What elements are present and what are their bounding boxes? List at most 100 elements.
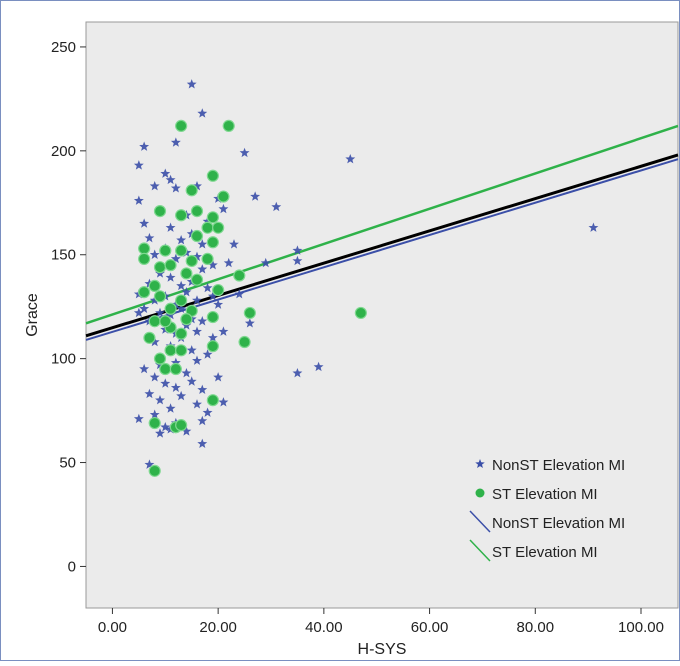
st-point	[175, 327, 188, 340]
nonst-point	[197, 384, 208, 395]
legend-item: NonST Elevation MI	[475, 457, 625, 474]
nonst-point	[149, 249, 160, 259]
nonst-point	[155, 428, 165, 438]
st-point	[169, 362, 182, 376]
nonst-point	[149, 372, 160, 382]
nonst-point	[149, 409, 160, 419]
st-point	[185, 254, 198, 268]
st-point	[148, 464, 161, 477]
nonst-point	[213, 372, 224, 382]
nonst-point	[186, 376, 197, 386]
legend-star-marker	[475, 459, 485, 469]
legend-item: ST Elevation MI	[475, 486, 598, 503]
legend-item: NonST Elevation MI	[469, 510, 625, 533]
legend: NonST Elevation MI ST Elevation MI NonST E…	[469, 457, 625, 562]
st-point	[201, 221, 214, 234]
nonst-point	[170, 137, 181, 147]
nonst-point	[160, 168, 171, 178]
nonst-point	[223, 257, 234, 268]
y-tick-label: 150	[51, 247, 76, 264]
st-point	[164, 259, 177, 272]
y-tick-label: 50	[59, 455, 76, 472]
nonst-point	[244, 318, 255, 328]
nonst-point	[181, 426, 192, 436]
nonst-point	[345, 153, 356, 164]
st-point	[238, 335, 251, 349]
nonst-point	[197, 108, 208, 118]
nonst-point	[165, 403, 176, 413]
nonst-point	[229, 239, 239, 249]
st-point	[206, 236, 219, 249]
nonst-point	[170, 382, 181, 392]
nonst-point	[271, 201, 282, 212]
nonst-point	[144, 388, 155, 399]
nonst-point	[139, 218, 150, 228]
nonst-point	[192, 326, 202, 336]
nonst-point	[133, 195, 144, 205]
nonst-point	[239, 147, 250, 158]
st-point	[175, 119, 188, 133]
st-point	[159, 362, 172, 376]
nonst-point	[144, 232, 155, 243]
nonst-point	[250, 191, 261, 201]
x-tick-label: 20.00	[199, 619, 237, 636]
st-point	[212, 283, 225, 297]
nonst-point	[165, 222, 176, 232]
nonst-point	[144, 459, 155, 469]
nonst-point	[186, 345, 197, 355]
st-point	[243, 306, 256, 320]
st-point	[175, 419, 188, 432]
st-point	[206, 310, 219, 324]
st-point	[180, 313, 193, 326]
nonst-point	[133, 160, 144, 170]
st-point	[148, 416, 161, 430]
nonst-point	[192, 295, 202, 305]
st-point	[180, 267, 193, 280]
nonst-point	[192, 399, 202, 409]
nonst-point	[192, 180, 202, 191]
st-point	[201, 252, 214, 265]
data-points	[133, 79, 599, 477]
legend-line-marker	[469, 539, 491, 562]
nonst-point	[160, 422, 171, 432]
nonst-point	[165, 272, 176, 282]
nonst-point	[202, 216, 213, 226]
legend-item: ST Elevation MI	[469, 539, 598, 562]
st-point	[164, 344, 177, 357]
st-point	[354, 306, 367, 320]
y-tick-label: 200	[51, 143, 76, 160]
nonst-point	[313, 361, 324, 372]
nonst-point	[192, 251, 202, 262]
legend-label: NonST Elevation MI	[492, 457, 625, 474]
y-tick-label: 250	[51, 39, 76, 56]
nonst-point	[202, 282, 213, 293]
st-point	[217, 190, 230, 203]
nonst-point	[139, 141, 150, 151]
st-point	[153, 352, 167, 365]
x-tick-label: 80.00	[517, 619, 555, 636]
nonst-point	[197, 415, 208, 426]
nonst-point	[292, 245, 303, 255]
nonst-point	[160, 378, 171, 388]
nonst-point	[181, 367, 192, 378]
st-point	[175, 294, 188, 307]
fit-line-nonst	[85, 158, 679, 341]
x-axis-title: H-SYS	[358, 641, 407, 658]
st-point	[159, 315, 172, 328]
st-point	[164, 302, 177, 315]
nonst-point	[139, 303, 150, 313]
x-tick-label: 0.00	[98, 619, 127, 636]
nonst-point	[155, 395, 165, 405]
st-point	[190, 229, 204, 243]
nonst-point	[170, 299, 181, 309]
st-point	[138, 242, 151, 255]
nonst-point	[218, 203, 229, 214]
nonst-point	[170, 253, 181, 264]
nonst-point	[133, 413, 144, 424]
y-tick-label: 100	[51, 351, 76, 368]
y-axis-title: Grace	[24, 293, 41, 337]
st-point	[175, 209, 188, 222]
st-point	[159, 244, 172, 257]
